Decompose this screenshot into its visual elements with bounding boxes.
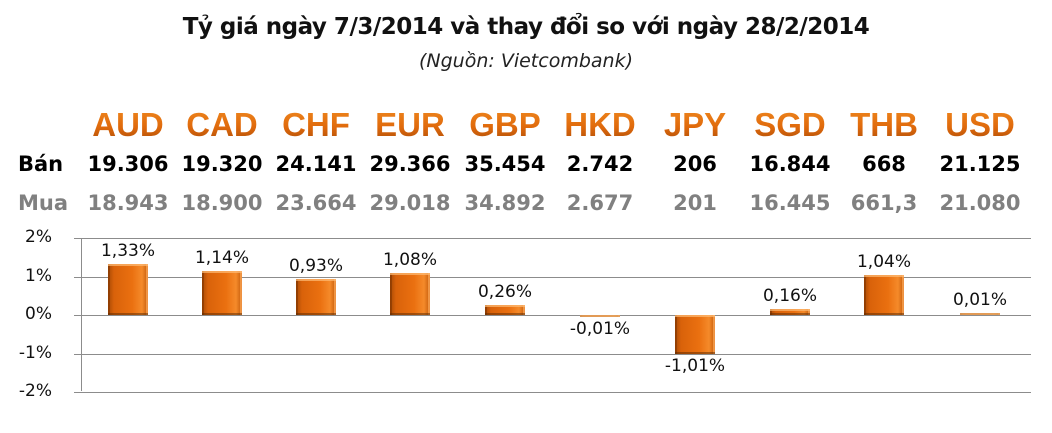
buy-rate-chf: 23.664 [275,191,357,215]
sell-rate-cad: 19.320 [181,152,263,176]
buy-rate-hkd: 2.677 [566,191,634,215]
currency-header-hkd: HKD [550,106,650,144]
y-tick-label: -2% [18,381,52,401]
currency-header-usd: USD [930,106,1030,144]
bar-label-chf: 0,93% [288,256,343,277]
currency-header-sgd: SGD [740,106,840,144]
sell-row-label: Bán [18,152,64,176]
buy-rate-eur: 29.018 [369,191,451,215]
y-tick-label: 1% [25,266,52,286]
bar-label-usd: 0,01% [952,290,1007,310]
bar-thb [864,274,904,315]
gridline [74,392,1031,393]
y-tick-label: 0% [25,304,52,324]
sell-rate-jpy: 206 [673,152,717,176]
chart-subtitle: (Nguồn: Vietcombank) [419,50,633,72]
bar-sgd [770,308,810,315]
gridline [74,277,1031,278]
sell-rate-hkd: 2.742 [566,152,634,176]
bar-label-aud: 1,33% [100,240,155,261]
y-axis-line [81,238,82,391]
buy-rate-sgd: 16.445 [749,191,831,215]
sell-rate-chf: 24.141 [275,152,357,176]
gridline [74,354,1031,355]
sell-rate-thb: 668 [862,152,906,176]
buy-row-label: Mua [18,191,69,215]
bar-cad [202,271,242,315]
buy-rate-gbp: 34.892 [464,191,546,215]
chart-title: Tỷ giá ngày 7/3/2014 và thay đổi so với … [182,14,870,40]
bar-eur [390,273,430,315]
sell-rate-usd: 21.125 [939,152,1021,176]
bar-label-hkd: -0,01% [569,319,631,339]
y-tick-label: -1% [18,343,52,363]
gridline [74,238,1031,239]
currency-header-gbp: GBP [455,106,555,144]
sell-rate-aud: 19.306 [87,152,169,176]
bar-chf [296,279,336,315]
currency-header-chf: CHF [266,106,366,144]
bar-jpy [675,315,715,354]
gridline [74,315,1031,316]
buy-rate-thb: 661,3 [850,191,918,215]
currency-header-cad: CAD [172,106,272,144]
buy-rate-jpy: 201 [673,191,717,215]
buy-rate-aud: 18.943 [87,191,169,215]
bar-label-thb: 1,04% [856,251,911,272]
bar-hkd [580,315,620,317]
bar-label-gbp: 0,26% [477,281,532,302]
sell-rate-eur: 29.366 [369,152,451,176]
buy-rate-cad: 18.900 [181,191,263,215]
bar-usd [960,313,1000,315]
bar-label-eur: 1,08% [382,250,437,271]
bar-gbp [485,304,525,315]
bar-label-cad: 1,14% [194,248,249,269]
sell-rate-sgd: 16.844 [749,152,831,176]
buy-rate-usd: 21.080 [939,191,1021,215]
currency-header-jpy: JPY [645,106,745,144]
currency-header-aud: AUD [78,106,178,144]
y-tick-label: 2% [25,227,52,247]
bar-aud [108,263,148,315]
currency-header-thb: THB [834,106,934,144]
bar-label-jpy: -1,01% [664,355,726,376]
currency-header-eur: EUR [360,106,460,144]
sell-rate-gbp: 35.454 [464,152,546,176]
bar-label-sgd: 0,16% [762,285,817,306]
